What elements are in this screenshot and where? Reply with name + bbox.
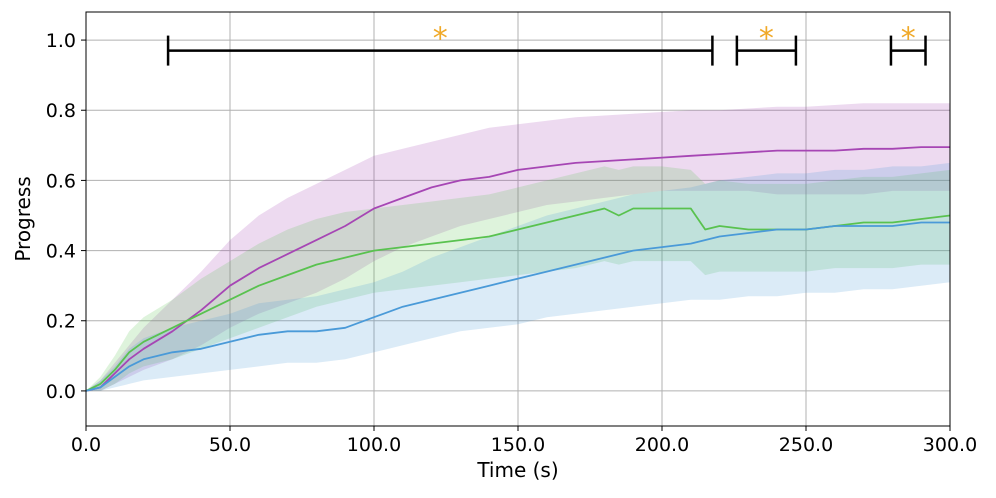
significance-bracket-1: * <box>735 22 798 66</box>
significance-star-0: * <box>433 22 448 57</box>
x-tick-label-1: 50.0 <box>209 434 251 456</box>
confidence-bands <box>86 103 950 391</box>
significance-brackets: * * * <box>166 22 927 66</box>
series-2-band <box>86 162 950 391</box>
significance-star-2: * <box>901 22 916 57</box>
significance-bracket-2: * <box>889 22 927 66</box>
y-tick-label-3: 0.6 <box>46 170 76 192</box>
series-1-band <box>86 166 950 391</box>
x-axis-label: Time (s) <box>476 458 558 482</box>
series-2-line <box>85 221 950 392</box>
y-tick-label-4: 0.8 <box>46 100 76 122</box>
y-axis-ticks: 0.0 0.2 0.4 0.6 0.8 1.0 <box>46 30 86 403</box>
series-lines <box>85 146 951 392</box>
x-axis-ticks: 0.0 50.0 100.0 150.0 200.0 250.0 300.0 <box>71 426 977 456</box>
y-tick-label-1: 0.2 <box>46 311 76 333</box>
y-axis-label: Progress <box>11 176 35 261</box>
series-0-band <box>86 103 950 391</box>
significance-bracket-0: * <box>166 22 714 66</box>
grid <box>85 12 951 426</box>
y-tick-label-0: 0.0 <box>46 381 76 403</box>
significance-star-1: * <box>759 22 774 57</box>
y-tick-label-2: 0.4 <box>46 241 76 263</box>
x-tick-label-6: 300.0 <box>923 434 977 456</box>
series-0-line <box>85 146 950 392</box>
x-tick-label-0: 0.0 <box>71 434 101 456</box>
x-tick-label-4: 200.0 <box>635 434 689 456</box>
x-tick-label-3: 150.0 <box>491 434 545 456</box>
y-tick-label-5: 1.0 <box>46 30 76 52</box>
x-tick-label-2: 100.0 <box>347 434 401 456</box>
x-tick-label-5: 250.0 <box>779 434 833 456</box>
